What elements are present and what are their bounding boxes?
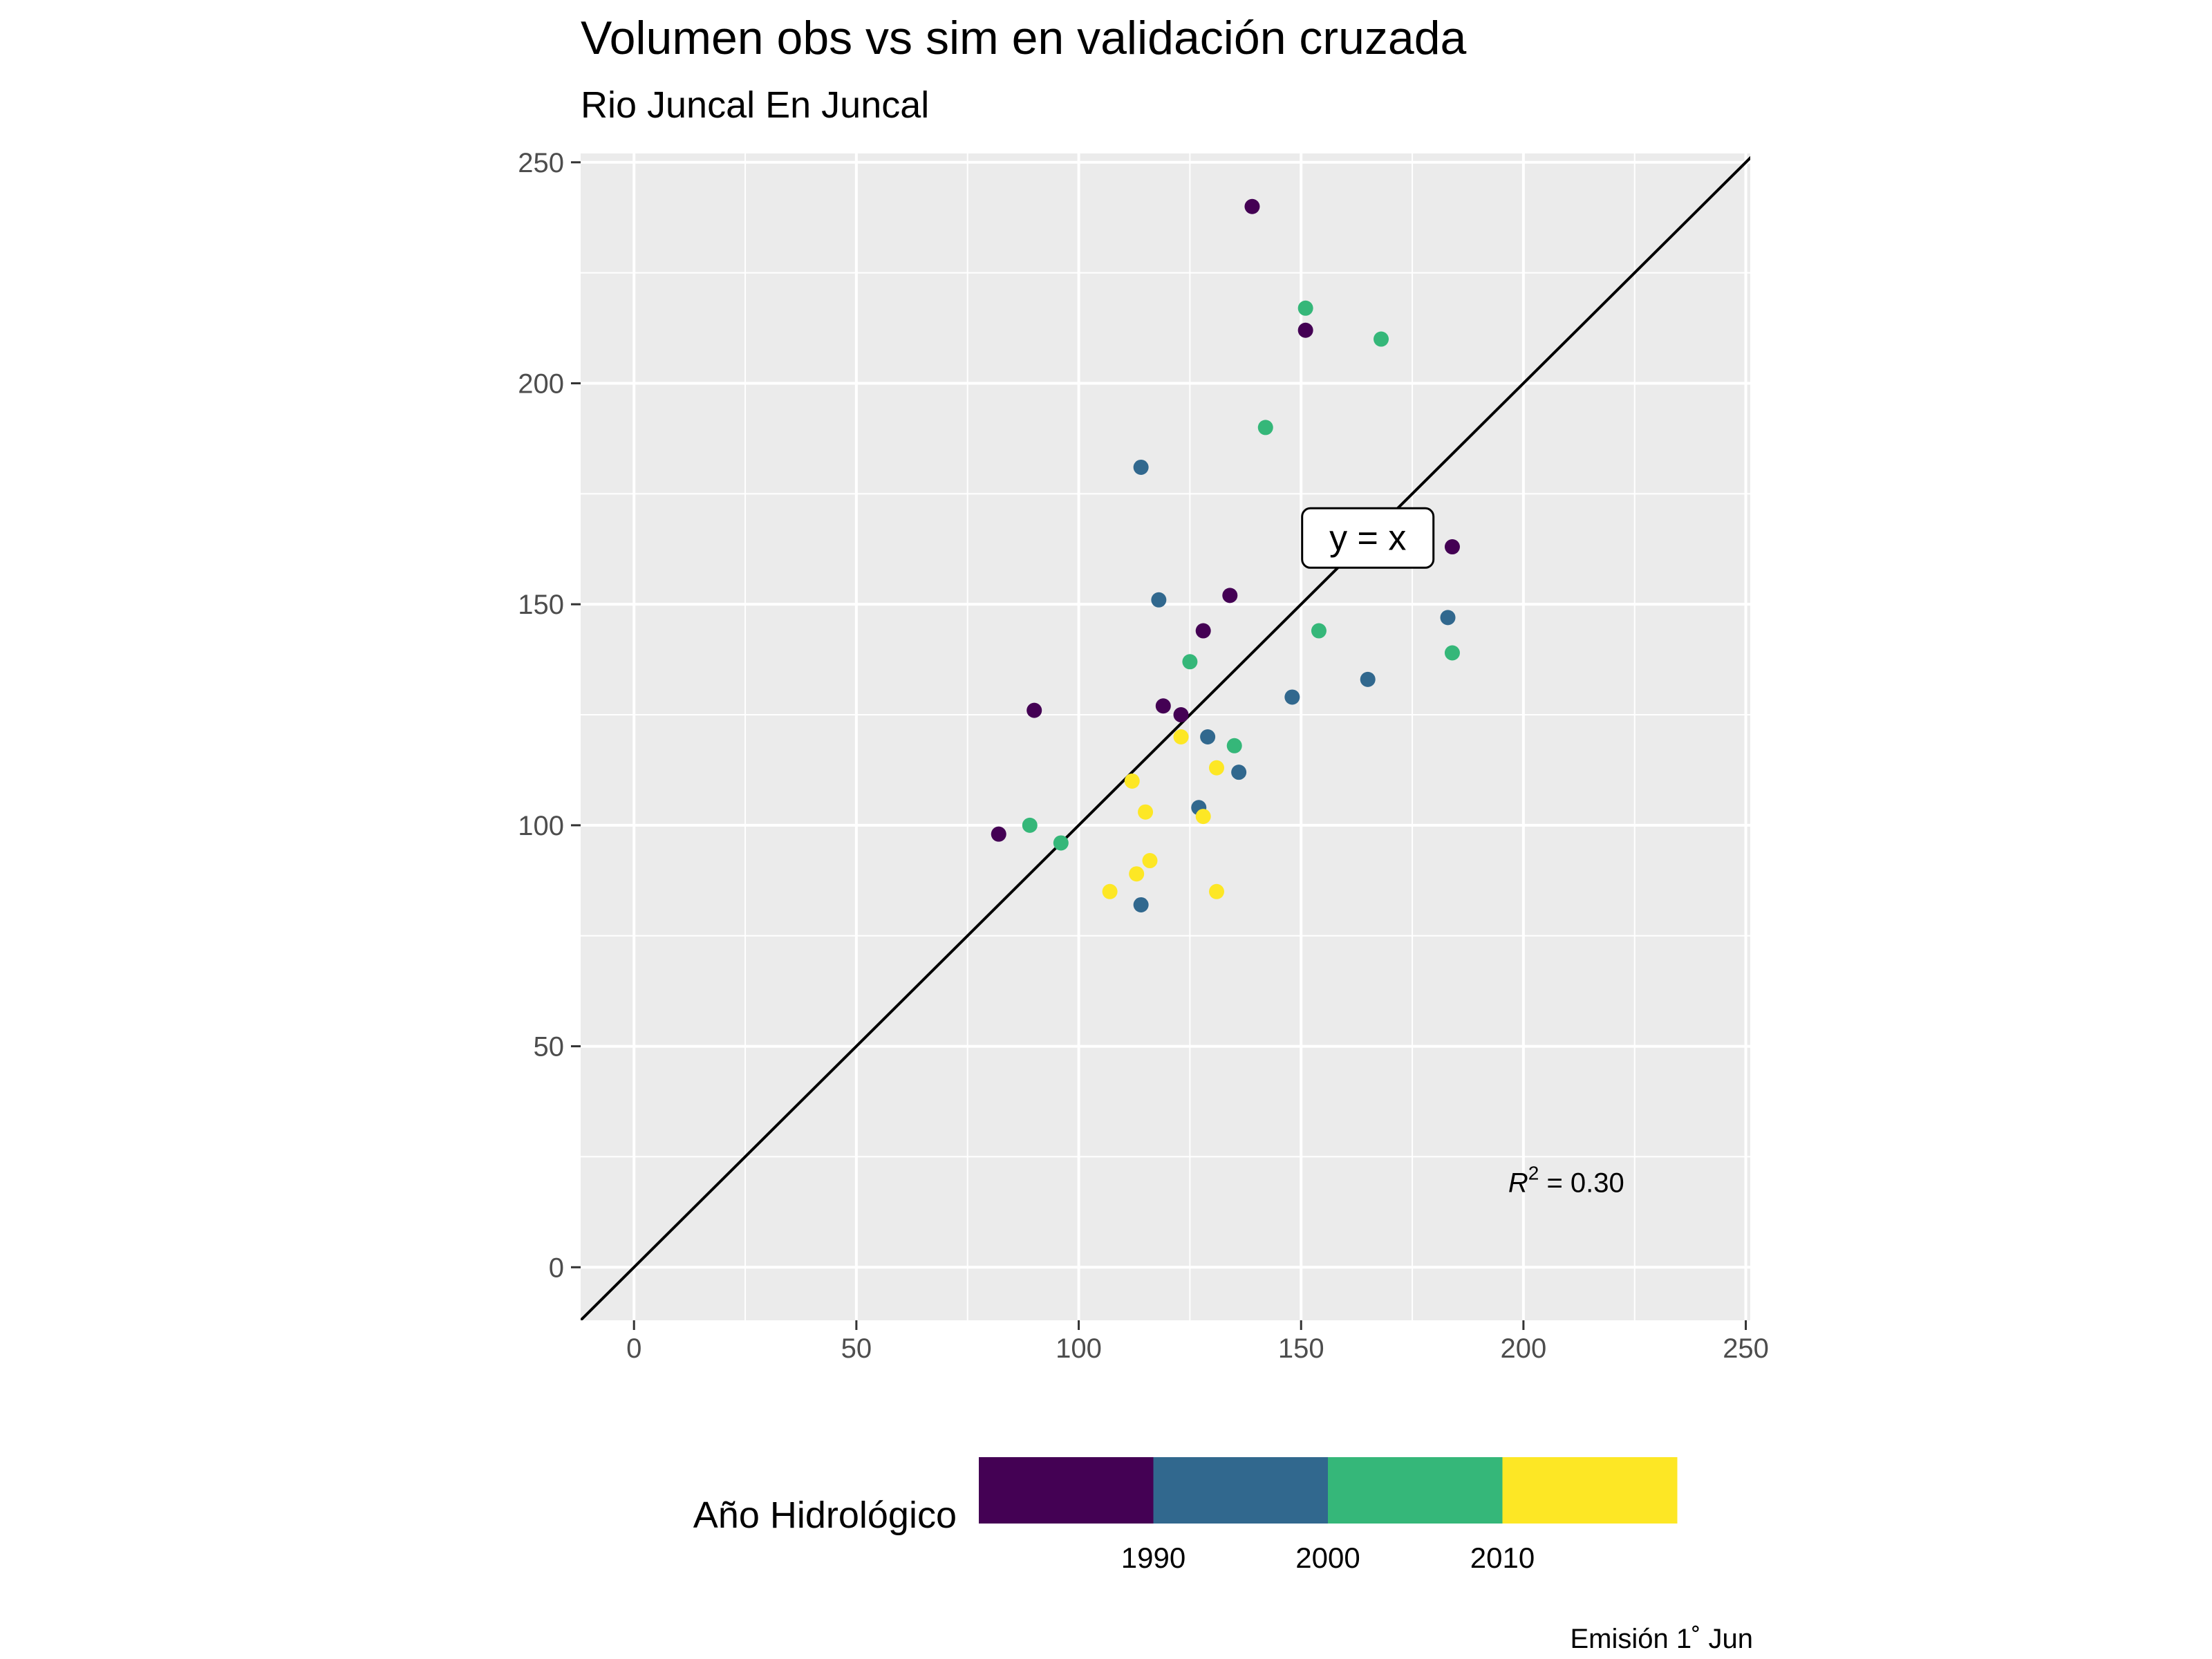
data-point [1297, 300, 1313, 316]
data-points [991, 198, 1460, 912]
data-point [1284, 689, 1300, 705]
data-point [1138, 804, 1154, 820]
x-tick-label: 50 [841, 1333, 872, 1364]
chart-subtitle: Rio Juncal En Juncal [581, 84, 929, 126]
legend-title: Año Hidrológico [693, 1494, 957, 1536]
x-axis: 0 50 100 150 200 250 [626, 1320, 1769, 1364]
reference-line-y-equals-x [581, 156, 1750, 1320]
legend-color-bin [1153, 1457, 1329, 1524]
y-tick-label: 250 [518, 148, 564, 178]
data-point [1133, 897, 1149, 912]
reference-line-label: y = x [1301, 507, 1435, 569]
x-tick-label: 100 [1056, 1333, 1102, 1364]
data-point [1374, 331, 1389, 347]
r-squared-symbol: R [1508, 1168, 1528, 1199]
x-tick-label: 0 [626, 1333, 641, 1364]
data-point [1142, 853, 1158, 869]
x-tick-label: 150 [1278, 1333, 1324, 1364]
legend-colorbar [979, 1457, 1678, 1524]
chart-title: Volumen obs vs sim en validación cruzada [581, 12, 1467, 64]
data-point [1102, 883, 1118, 899]
data-point [1053, 835, 1069, 851]
data-point [1311, 623, 1327, 639]
legend-color-bin [1328, 1457, 1503, 1524]
data-point [1022, 817, 1038, 833]
data-point [1133, 459, 1149, 475]
r-squared-annotation: R2 = 0.30 [1508, 1163, 1624, 1199]
data-point [1297, 322, 1313, 338]
data-point [1444, 539, 1460, 555]
y-tick-label: 100 [518, 811, 564, 841]
data-point [1195, 809, 1211, 825]
chart-caption: Emisión 1˚ Jun [1570, 1624, 1753, 1654]
data-point [1440, 610, 1456, 626]
legend-tick-labels: 1990 2000 2010 [1121, 1541, 1535, 1574]
data-point [1257, 420, 1273, 435]
data-point [1195, 623, 1211, 639]
data-point [1129, 866, 1145, 882]
data-point [1200, 729, 1216, 744]
x-tick-label: 200 [1501, 1333, 1547, 1364]
y-tick-label: 200 [518, 368, 564, 399]
data-point [1231, 765, 1247, 780]
y-tick-label: 0 [549, 1253, 564, 1283]
data-point [1124, 773, 1140, 789]
data-point [1155, 698, 1171, 714]
legend-color-bin [979, 1457, 1154, 1524]
grid-major [581, 153, 1750, 1320]
data-point [1226, 738, 1242, 753]
data-point [1222, 588, 1238, 603]
data-point [1444, 645, 1460, 661]
x-tick-label: 250 [1723, 1333, 1769, 1364]
y-tick-label: 150 [518, 590, 564, 620]
y-axis: 0 50 100 150 200 250 [518, 148, 581, 1283]
legend-color-bin [1502, 1457, 1678, 1524]
data-point [1173, 707, 1189, 723]
reference-label-text: y = x [1329, 518, 1406, 558]
r-squared-value: = 0.30 [1539, 1168, 1624, 1199]
data-point [1360, 671, 1376, 687]
r-squared-exponent: 2 [1528, 1163, 1539, 1184]
y-tick-label: 50 [534, 1032, 565, 1062]
reference-label-box [1301, 507, 1435, 569]
data-point [1208, 760, 1224, 776]
data-point [1244, 198, 1260, 214]
data-point [1151, 592, 1167, 608]
grid-minor [581, 153, 1750, 1320]
legend: Año Hidrológico 1990 2000 2010 [693, 1457, 1678, 1574]
legend-tick-label: 1990 [1121, 1541, 1185, 1574]
legend-tick-label: 2010 [1470, 1541, 1535, 1574]
data-point [1173, 729, 1189, 744]
data-point [1027, 702, 1042, 718]
data-point [1208, 883, 1224, 899]
data-point [991, 826, 1006, 842]
data-point [1182, 654, 1198, 670]
legend-tick-label: 2000 [1295, 1541, 1360, 1574]
